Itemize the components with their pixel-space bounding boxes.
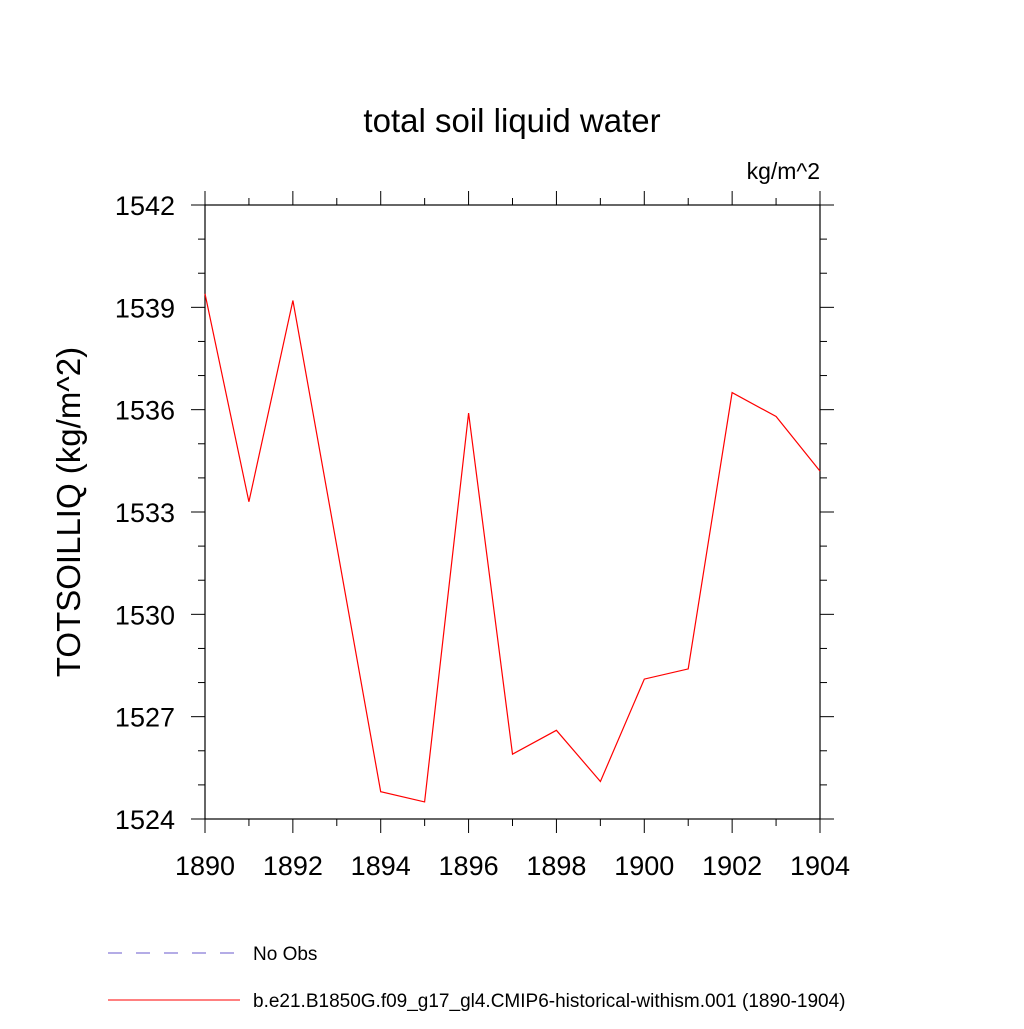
y-tick-label: 1527 <box>115 703 175 733</box>
y-tick-label: 1533 <box>115 498 175 528</box>
y-axis-label: TOTSOILLIQ (kg/m^2) <box>50 347 87 677</box>
y-tick-label: 1524 <box>115 805 175 835</box>
legend: No Obs b.e21.B1850G.f09_g17_gl4.CMIP6-his… <box>108 944 846 1012</box>
x-tick-label: 1898 <box>526 851 586 881</box>
plot-frame <box>204 204 821 820</box>
x-tick-label: 1892 <box>263 851 323 881</box>
units-label: kg/m^2 <box>747 158 820 184</box>
y-tick-label: 1530 <box>115 600 175 630</box>
legend-label-1: b.e21.B1850G.f09_g17_gl4.CMIP6-historica… <box>253 991 846 1012</box>
x-tick-label: 1890 <box>175 851 235 881</box>
y-tick-label: 1542 <box>115 191 175 221</box>
plot-area: 1890 1892 1894 1896 1898 1900 1902 1904 1524 1527… <box>115 191 850 881</box>
x-tick-label: 1900 <box>614 851 674 881</box>
legend-label-0: No Obs <box>253 944 317 965</box>
y-tick-label: 1536 <box>115 396 175 426</box>
x-tick-label: 1902 <box>702 851 762 881</box>
x-tick-label: 1896 <box>439 851 499 881</box>
chart-title: total soil liquid water <box>363 102 660 139</box>
y-tick-label: 1539 <box>115 293 175 323</box>
series-line-1 <box>204 293 821 803</box>
x-tick-label: 1904 <box>790 851 850 881</box>
x-tick-label: 1894 <box>351 851 411 881</box>
